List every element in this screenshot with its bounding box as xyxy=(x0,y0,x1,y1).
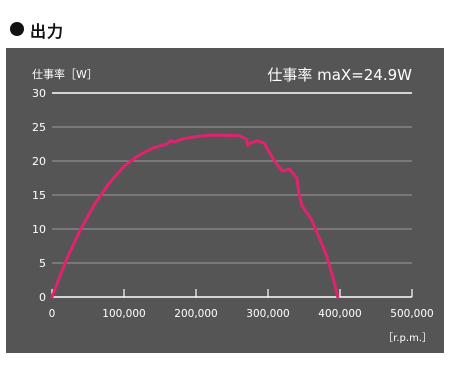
title-bullet-icon xyxy=(10,22,24,36)
chart-panel: 0 5 10 15 20 25 30 0 100,000 200,000 300,000 400,0… xyxy=(6,48,444,353)
y-axis-label: 仕事率［W］ xyxy=(32,67,98,81)
x-tick-label-500000: 500,000 xyxy=(390,308,433,320)
page-title: 出力 xyxy=(30,22,65,41)
series-line-output xyxy=(50,133,340,299)
header: 出力 xyxy=(0,0,450,48)
y-tick-label-30: 30 xyxy=(32,87,46,100)
x-tick-label-100000: 100,000 xyxy=(102,308,145,320)
y-tick-label-5: 5 xyxy=(39,257,46,270)
y-tick-label-25: 25 xyxy=(32,121,46,134)
max-power-annotation: 仕事率 maX=24.9W xyxy=(267,66,412,84)
x-tick-label-200000: 200,000 xyxy=(174,308,217,320)
chart-background xyxy=(6,48,444,353)
x-tick-label-400000: 400,000 xyxy=(318,308,361,320)
y-tick-label-15: 15 xyxy=(32,189,46,202)
x-axis-unit-label: ［r.p.m.］ xyxy=(383,332,432,344)
y-tick-label-10: 10 xyxy=(32,223,46,236)
output-chart: 0 5 10 15 20 25 30 0 100,000 200,000 300,000 400,0… xyxy=(6,48,444,353)
y-tick-label-0: 0 xyxy=(39,291,46,304)
x-tick-label-300000: 300,000 xyxy=(246,308,289,320)
y-tick-label-20: 20 xyxy=(32,155,46,168)
x-tick-label-0: 0 xyxy=(49,308,56,320)
